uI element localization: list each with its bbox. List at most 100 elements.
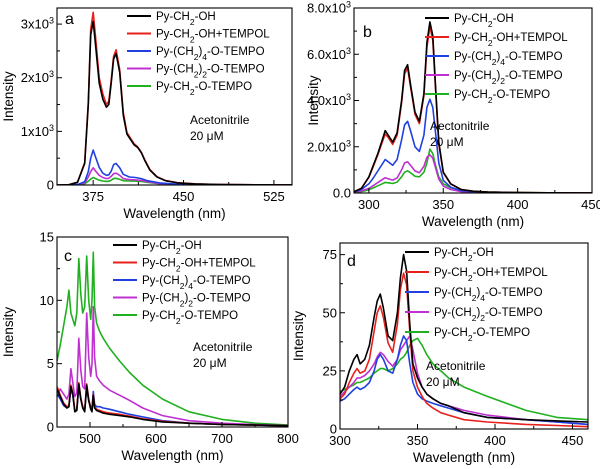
legend: Py-CH2-OH Py-CH2-OH+TEMPOL Py-(CH2)4-O-TEM… bbox=[405, 247, 548, 343]
y-tick-label: 4.0x103 bbox=[307, 92, 351, 108]
legend-label: Py-CH2-OH bbox=[434, 247, 494, 263]
panel-letter: c bbox=[64, 248, 72, 265]
series-lines bbox=[57, 251, 288, 427]
x-axis-title: Wavelength (nm) bbox=[121, 448, 223, 463]
legend-label: Py-CH2-O-TEMPO bbox=[142, 310, 238, 326]
series-line-c-0 bbox=[57, 383, 288, 427]
y-tick-label: 1x103 bbox=[21, 123, 54, 139]
legend-label: Py-(CH2)2-O-TEMPO bbox=[142, 293, 251, 309]
legend-label: Py-CH2-O-TEMPO bbox=[434, 327, 530, 343]
series-line-b-3 bbox=[354, 154, 592, 193]
x-tick-label: 400 bbox=[484, 433, 506, 448]
x-tick-label: 700 bbox=[211, 431, 233, 446]
y-tick-label: 50 bbox=[323, 305, 337, 320]
y-axis-title: Intensity bbox=[1, 71, 16, 122]
annotation-text: Aectonitrile bbox=[430, 119, 490, 133]
x-tick-label: 375 bbox=[82, 189, 104, 204]
series-line-c-3 bbox=[57, 305, 288, 427]
legend-label: Py-(CH2)2-O-TEMPO bbox=[156, 64, 265, 80]
series-line-d-0 bbox=[340, 253, 588, 423]
x-tick-label: 450 bbox=[581, 197, 600, 212]
legend-label: Py-CH2-OH bbox=[156, 11, 216, 27]
legend-label: Py-CH2-O-TEMPO bbox=[156, 81, 252, 97]
series-line-c-4 bbox=[57, 251, 288, 426]
x-tick-label: 400 bbox=[507, 197, 529, 212]
chart-panel-c: 500 600 700 800 0 5 10 15 Wavelength (nm) Intensi… bbox=[1, 230, 299, 464]
y-axis-title: Intensity bbox=[291, 311, 306, 362]
series-line-d-1 bbox=[340, 272, 588, 428]
plot-frame bbox=[339, 242, 589, 430]
y-axis-title: Intensity bbox=[306, 75, 321, 126]
y-tick-label: 2x103 bbox=[21, 69, 54, 85]
y-tick-label: 5 bbox=[47, 356, 54, 371]
x-tick-label: 600 bbox=[145, 431, 167, 446]
chart-panel-d: 300 350 400 450 0 25 50 75 Wavelength (nm) Intens… bbox=[291, 242, 589, 465]
x-tick-label: 350 bbox=[432, 197, 454, 212]
x-axis-title: Wavelength (nm) bbox=[422, 214, 524, 229]
panel-letter: d bbox=[347, 253, 356, 270]
series-lines bbox=[57, 11, 292, 185]
annotation-text: 20 μM bbox=[426, 375, 460, 389]
series-line-a-2 bbox=[57, 149, 292, 185]
y-tick-label: 0 bbox=[47, 178, 54, 193]
series-lines bbox=[340, 253, 588, 428]
series-line-d-4 bbox=[340, 337, 588, 421]
legend-label: Py-(CH2)4-O-TEMPO bbox=[434, 287, 543, 303]
legend-label: Py-(CH2)2-O-TEMPO bbox=[434, 307, 543, 323]
series-line-b-0 bbox=[354, 21, 592, 193]
annotation-text: 20 μM bbox=[193, 356, 227, 370]
legend-label: Py-CH2-OH bbox=[142, 240, 202, 256]
legend-label: Py-CH2-OH+TEMPOL bbox=[434, 267, 548, 283]
x-tick-label: 350 bbox=[407, 433, 429, 448]
legend: Py-CH2-OH Py-CH2-OH+TEMPOLPy-(CH2)4-O-TEM… bbox=[113, 240, 256, 326]
legend-label: Py-(CH2)4-O-TEMPO bbox=[454, 51, 563, 67]
legend-label: Py-(CH2)4-O-TEMPO bbox=[142, 275, 251, 291]
series-lines bbox=[354, 21, 592, 193]
x-tick-label: 450 bbox=[562, 433, 584, 448]
x-tick-label: 500 bbox=[79, 431, 101, 446]
x-axis-title: Wavelength (nm) bbox=[123, 206, 225, 221]
y-tick-label: 10 bbox=[40, 293, 54, 308]
x-tick-label: 525 bbox=[263, 189, 285, 204]
y-tick-label: 8.0x103 bbox=[307, 0, 351, 16]
legend: Py-CH2-OH Py-CH2-OH+TEMPOLPy-(CH2)4-O-TEM… bbox=[127, 11, 270, 97]
y-tick-label: 25 bbox=[323, 363, 337, 378]
chart-panel-a: 375 450 525 0 1x103 2x103 3x103 Wavelength (nm)… bbox=[1, 7, 293, 221]
legend-label: Py-CH2-OH bbox=[454, 13, 514, 29]
legend-label: Py-CH2-OH+TEMPOL bbox=[156, 29, 270, 45]
y-tick-label: 0 bbox=[330, 422, 337, 437]
series-line-a-0 bbox=[57, 20, 292, 185]
panel-letter: b bbox=[363, 24, 372, 41]
y-tick-label: 0.0 bbox=[333, 186, 351, 201]
plot-frame bbox=[56, 7, 293, 186]
panel-letter: a bbox=[65, 11, 74, 28]
legend-label: Py-CH2-OH+TEMPOL bbox=[142, 258, 256, 274]
x-tick-label: 800 bbox=[277, 431, 299, 446]
y-tick-label: 0 bbox=[47, 420, 54, 435]
legend-label: Py-(CH2)2-O-TEMPO bbox=[454, 70, 563, 86]
chart-panel-b: 300 350 400 450 0.0 2.0x103 4.0x103 6.0x103 8.0x… bbox=[306, 0, 600, 229]
legend-label: Py-CH2-O-TEMPO bbox=[454, 89, 550, 105]
y-tick-label: 75 bbox=[323, 247, 337, 262]
annotation-text: Acetonitrile bbox=[193, 340, 253, 354]
legend: Py-CH2-OH Py-CH2-OH+TEMPOL Py-(CH2)4-O-TEM… bbox=[425, 13, 568, 105]
y-tick-label: 3x103 bbox=[21, 16, 54, 32]
x-tick-label: 450 bbox=[173, 189, 195, 204]
y-tick-label: 2.0x103 bbox=[307, 138, 351, 154]
y-tick-label: 6.0x103 bbox=[307, 46, 351, 62]
y-axis-title: Intensity bbox=[1, 307, 16, 358]
y-tick-label: 15 bbox=[40, 230, 54, 245]
annotation-text: Acetonitrile bbox=[426, 359, 486, 373]
x-axis-title: Wavelength (nm) bbox=[413, 450, 515, 465]
series-line-d-3 bbox=[340, 335, 588, 426]
series-line-b-2 bbox=[354, 98, 592, 193]
legend-label: Py-CH2-OH+TEMPOL bbox=[454, 32, 568, 48]
annotation-text: Acetonitrile bbox=[190, 113, 250, 127]
x-tick-label: 300 bbox=[329, 433, 351, 448]
x-tick-label: 300 bbox=[358, 197, 380, 212]
series-line-b-4 bbox=[354, 148, 592, 193]
legend-label: Py-(CH2)4-O-TEMPO bbox=[156, 46, 265, 62]
series-line-d-2 bbox=[340, 335, 588, 426]
annotation-text: 20 μM bbox=[190, 129, 224, 143]
